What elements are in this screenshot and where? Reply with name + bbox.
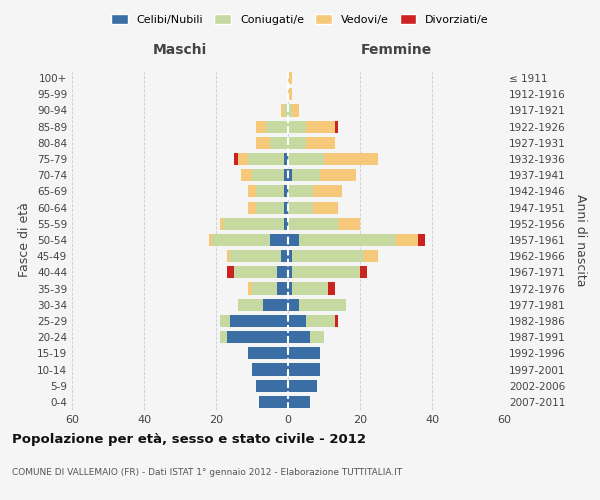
Bar <box>256 186 284 198</box>
Bar <box>288 331 310 343</box>
Bar <box>292 104 299 117</box>
Bar <box>288 169 292 181</box>
Bar <box>288 234 299 246</box>
Bar <box>259 396 288 408</box>
Bar <box>263 298 288 311</box>
Bar <box>324 153 378 165</box>
Legend: Celibi/Nubili, Coniugati/e, Vedovi/e, Divorziati/e: Celibi/Nubili, Coniugati/e, Vedovi/e, Di… <box>108 10 492 28</box>
Bar <box>288 364 320 376</box>
Bar <box>270 137 288 149</box>
Bar <box>306 315 335 327</box>
Bar <box>234 266 277 278</box>
Bar <box>335 120 338 132</box>
Bar <box>252 169 284 181</box>
Bar <box>248 153 284 165</box>
Bar <box>227 331 288 343</box>
Bar <box>230 315 288 327</box>
Bar <box>248 186 256 198</box>
Bar <box>299 298 346 311</box>
Y-axis label: Anni di nascita: Anni di nascita <box>574 194 587 286</box>
Bar <box>288 104 292 117</box>
Bar <box>292 250 364 262</box>
Bar <box>281 250 288 262</box>
Bar <box>256 137 270 149</box>
Bar <box>288 396 310 408</box>
Bar <box>238 153 248 165</box>
Bar <box>288 298 299 311</box>
Text: Femmine: Femmine <box>361 43 431 57</box>
Bar <box>212 234 270 246</box>
Bar <box>284 169 288 181</box>
Bar <box>320 169 356 181</box>
Bar <box>256 202 284 213</box>
Bar <box>241 169 252 181</box>
Bar <box>288 266 292 278</box>
Bar <box>248 202 256 213</box>
Bar <box>292 266 360 278</box>
Bar <box>288 186 313 198</box>
Bar <box>288 137 306 149</box>
Bar <box>313 186 342 198</box>
Bar <box>292 169 320 181</box>
Bar <box>364 250 378 262</box>
Bar <box>238 298 263 311</box>
Bar <box>252 282 277 294</box>
Bar <box>306 120 335 132</box>
Bar <box>209 234 212 246</box>
Bar <box>338 218 360 230</box>
Bar <box>288 250 292 262</box>
Bar <box>288 348 320 360</box>
Bar <box>284 218 288 230</box>
Bar <box>288 218 338 230</box>
Bar <box>288 315 306 327</box>
Bar <box>288 153 324 165</box>
Bar <box>335 315 338 327</box>
Bar <box>306 137 335 149</box>
Bar <box>284 104 288 117</box>
Bar <box>418 234 425 246</box>
Bar <box>248 348 288 360</box>
Y-axis label: Fasce di età: Fasce di età <box>19 202 31 278</box>
Bar <box>220 218 223 230</box>
Text: Maschi: Maschi <box>153 43 207 57</box>
Bar <box>396 234 418 246</box>
Bar <box>288 380 317 392</box>
Bar <box>227 266 234 278</box>
Bar <box>227 250 230 262</box>
Bar <box>288 202 313 213</box>
Bar <box>256 120 266 132</box>
Bar <box>270 234 288 246</box>
Bar <box>248 282 252 294</box>
Bar <box>328 282 335 294</box>
Text: Popolazione per età, sesso e stato civile - 2012: Popolazione per età, sesso e stato civil… <box>12 432 366 446</box>
Bar <box>288 88 292 101</box>
Bar <box>313 202 338 213</box>
Bar <box>220 331 227 343</box>
Bar <box>288 282 292 294</box>
Bar <box>252 364 288 376</box>
Bar <box>256 380 288 392</box>
Bar <box>292 282 328 294</box>
Bar <box>277 266 288 278</box>
Bar <box>220 315 230 327</box>
Bar <box>281 104 284 117</box>
Bar <box>299 234 396 246</box>
Bar <box>360 266 367 278</box>
Bar <box>288 72 292 84</box>
Bar <box>223 218 284 230</box>
Bar <box>284 202 288 213</box>
Bar <box>277 282 288 294</box>
Bar <box>288 120 306 132</box>
Bar <box>230 250 281 262</box>
Bar <box>234 153 238 165</box>
Bar <box>284 186 288 198</box>
Bar <box>266 120 288 132</box>
Text: COMUNE DI VALLEMAIO (FR) - Dati ISTAT 1° gennaio 2012 - Elaborazione TUTTITALIA.: COMUNE DI VALLEMAIO (FR) - Dati ISTAT 1°… <box>12 468 402 477</box>
Bar <box>284 153 288 165</box>
Bar <box>310 331 324 343</box>
